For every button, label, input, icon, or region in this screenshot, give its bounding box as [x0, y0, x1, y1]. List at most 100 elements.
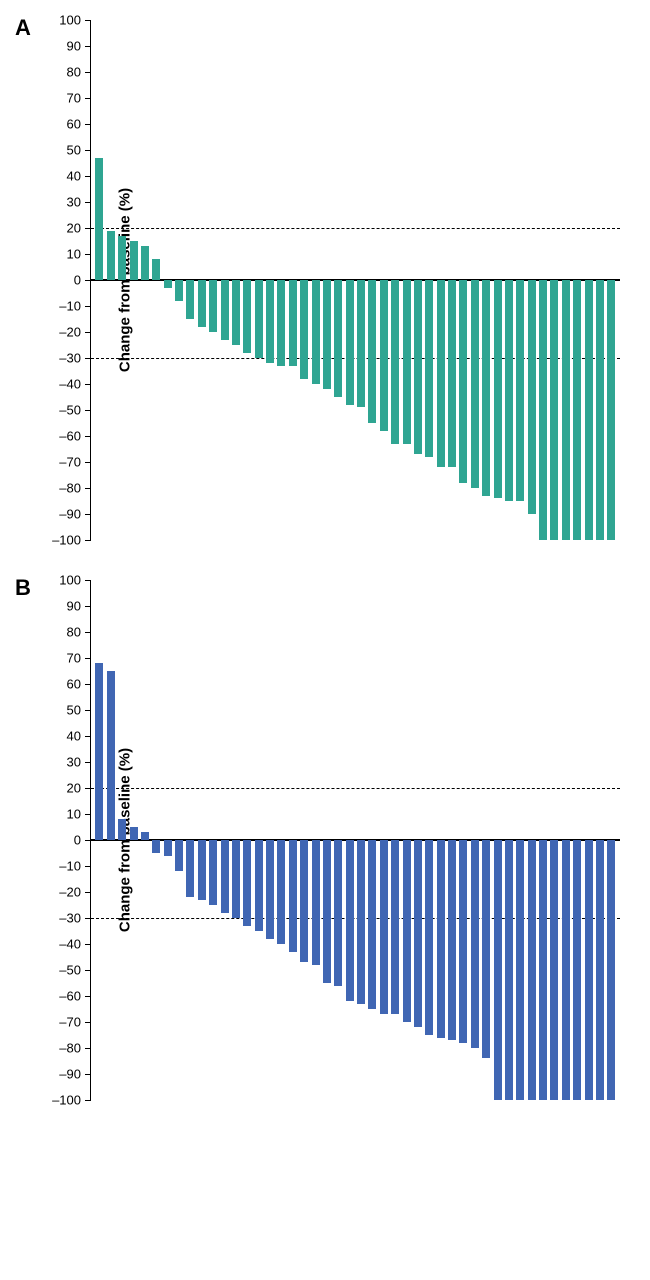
chartA-bar [312, 280, 320, 384]
chartA-bar-slot [368, 20, 377, 540]
chartA-y-tick-label: 50 [67, 143, 81, 158]
chartA-y-tick-label: 80 [67, 65, 81, 80]
chartB-bar [186, 840, 194, 897]
chartA-bar-slot [323, 20, 332, 540]
chartB-bar [152, 840, 160, 853]
chartB-y-tick [85, 1048, 91, 1049]
chartB-bar [312, 840, 320, 965]
chartA-bar [505, 280, 513, 501]
chartA-bar-slot [448, 20, 457, 540]
chartB-bar [323, 840, 331, 983]
chartB-bar [437, 840, 445, 1038]
chartA-bar-slot [220, 20, 229, 540]
chartA-y-tick-label: –10 [59, 299, 81, 314]
chartB-bar [209, 840, 217, 905]
chartB-bar-slot [95, 580, 104, 1100]
chartB-y-tick-label: 80 [67, 625, 81, 640]
chartA-bar-slot [141, 20, 150, 540]
chartA-bar-slot [209, 20, 218, 540]
chartB-bar-slot [209, 580, 218, 1100]
chartA-y-tick-label: 0 [74, 273, 81, 288]
chartB-bar [448, 840, 456, 1040]
chartA-bar [289, 280, 297, 366]
chartA-bar-slot [379, 20, 388, 540]
chartB-bar [266, 840, 274, 939]
chartA-bar-slot [357, 20, 366, 540]
chartA-bar-slot [414, 20, 423, 540]
chartA-bar-slot [493, 20, 502, 540]
chartB-bar [471, 840, 479, 1048]
chartA-bar [186, 280, 194, 319]
chartB-bar-slot [106, 580, 115, 1100]
chartA-y-tick [85, 72, 91, 73]
chartA-bar [550, 280, 558, 540]
chartA-y-tick-label: 100 [59, 13, 81, 28]
chartA-y-tick [85, 514, 91, 515]
chartA-bar [596, 280, 604, 540]
chartB-bar-slot [584, 580, 593, 1100]
chartB-bar-slot [516, 580, 525, 1100]
chartB-bar-slot [527, 580, 536, 1100]
chartB-bar [425, 840, 433, 1035]
chartB-bar [403, 840, 411, 1022]
chartA-bar-slot [186, 20, 195, 540]
chartA-y-tick-label: 10 [67, 247, 81, 262]
chartA-bar [391, 280, 399, 444]
chartB-bar [459, 840, 467, 1043]
chartB-bar-slot [300, 580, 309, 1100]
chartA-y-tick [85, 176, 91, 177]
chartA-bar [459, 280, 467, 483]
chartB-bar-slot [345, 580, 354, 1100]
chartA-bar [152, 259, 160, 280]
chartB-bar [391, 840, 399, 1014]
chartA-bar-slot [129, 20, 138, 540]
chartB-bar [300, 840, 308, 962]
chartA-panel-label: A [15, 15, 31, 41]
chartB-y-tick-label: 100 [59, 573, 81, 588]
chartB-bar-slot [470, 580, 479, 1100]
chartA-y-tick-label: 60 [67, 117, 81, 132]
chartB-y-tick-label: 60 [67, 677, 81, 692]
chartB-y-tick-label: –80 [59, 1041, 81, 1056]
chartA-y-tick-label: 40 [67, 169, 81, 184]
chartB-bar-slot [357, 580, 366, 1100]
chartA-bar [346, 280, 354, 405]
chartB-y-tick [85, 736, 91, 737]
chartB-y-tick-label: –10 [59, 859, 81, 874]
chartA-bar-slot [573, 20, 582, 540]
chartB-bar-slot [448, 580, 457, 1100]
chartB-container: BChange from baseline (%)100908070605040… [20, 580, 630, 1100]
chartA-bar-slot [277, 20, 286, 540]
chartB-bar-slot [505, 580, 514, 1100]
chartB-bar [414, 840, 422, 1027]
chartA-bar-slot [197, 20, 206, 540]
chartB-bar [198, 840, 206, 900]
chartA-y-tick-label: –70 [59, 455, 81, 470]
chartB-bar [175, 840, 183, 871]
chartB-bar [277, 840, 285, 944]
chartB-bar-slot [129, 580, 138, 1100]
chartB-bar-slot [596, 580, 605, 1100]
chartA-bar [198, 280, 206, 327]
chartB-bar-slot [220, 580, 229, 1100]
chartA-bar-slot [334, 20, 343, 540]
chartB-bar-slot [232, 580, 241, 1100]
chartA-bar-slot [175, 20, 184, 540]
chartB-bar-slot [379, 580, 388, 1100]
chartA-bar-slot [607, 20, 616, 540]
chartB-y-tick [85, 996, 91, 997]
chartB-y-tick-label: –70 [59, 1015, 81, 1030]
chartB-y-tick [85, 970, 91, 971]
chartA-y-tick-label: 90 [67, 39, 81, 54]
chartA-y-tick-label: –80 [59, 481, 81, 496]
chartA-bar-slot [539, 20, 548, 540]
chartA-y-tick [85, 332, 91, 333]
chartA-bar-slot [311, 20, 320, 540]
chartA-y-tick-label: –20 [59, 325, 81, 340]
chartA-y-tick-label: –40 [59, 377, 81, 392]
chartB-y-tick [85, 710, 91, 711]
chartB-bar-slot [152, 580, 161, 1100]
chartA-bar [209, 280, 217, 332]
chartA-y-tick [85, 150, 91, 151]
chartA-y-tick [85, 306, 91, 307]
